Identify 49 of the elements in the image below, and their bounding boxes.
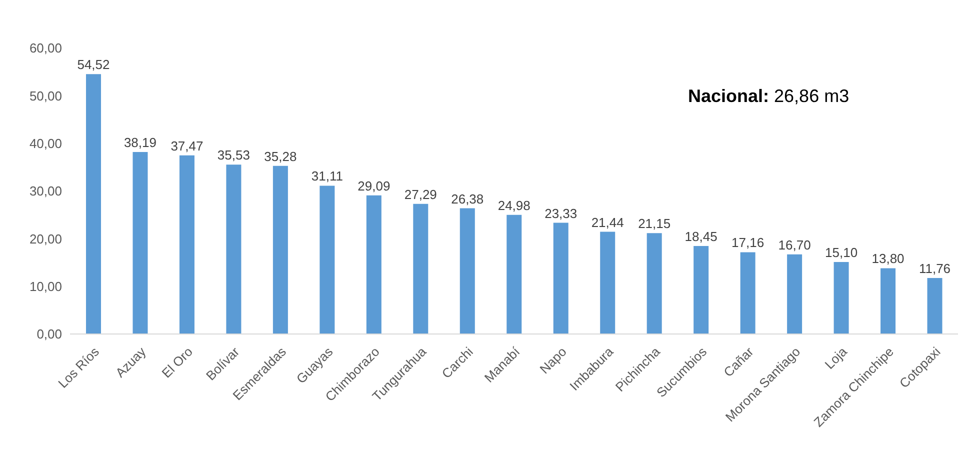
y-tick-label: 20,00: [29, 231, 62, 246]
data-label: 31,11: [311, 168, 343, 184]
data-label: 18,45: [684, 229, 718, 244]
bar: [506, 214, 522, 334]
bar: [179, 155, 194, 334]
bar: [787, 254, 802, 334]
bar: [553, 222, 568, 334]
x-tick-label: El Oro: [158, 344, 196, 381]
data-label: 27,29: [404, 186, 437, 202]
y-tick-label: 50,00: [29, 88, 62, 104]
bar: [460, 208, 475, 334]
data-label: 29,09: [358, 178, 390, 194]
bar: [600, 232, 616, 334]
y-tick-label: 30,00: [29, 184, 62, 199]
bar: [366, 195, 382, 334]
data-label: 16,70: [778, 237, 811, 252]
bar: [740, 252, 756, 334]
annotation: Nacional: 26,86 m3: [688, 86, 850, 106]
bar: [834, 262, 849, 334]
x-tick-label: Loja: [822, 343, 850, 372]
x-tick-label: Los Ríos: [55, 344, 102, 391]
data-label: 35,28: [264, 148, 297, 164]
data-label: 11,76: [918, 260, 951, 276]
bar: [646, 233, 662, 334]
data-label: 17,16: [732, 235, 764, 250]
y-tick-label: 10,00: [29, 278, 62, 294]
bar: [927, 278, 942, 334]
y-tick-label: 0,00: [36, 326, 62, 342]
bar: [413, 204, 428, 334]
data-label: 21,15: [638, 216, 671, 232]
bar: [272, 166, 288, 334]
data-label: 26,38: [451, 191, 484, 206]
data-label: 54,52: [77, 57, 110, 72]
data-label: 24,98: [498, 198, 530, 213]
data-label: 38,19: [124, 134, 157, 150]
y-tick-label: 60,00: [29, 40, 62, 56]
data-label: 21,44: [591, 214, 624, 230]
y-tick-label: 40,00: [29, 136, 62, 151]
bar: [226, 164, 242, 334]
bar: [320, 186, 335, 334]
bar: [132, 152, 148, 334]
data-label: 15,10: [825, 245, 858, 260]
data-label: 23,33: [544, 206, 578, 221]
data-label: 13,80: [872, 251, 904, 266]
bar: [694, 246, 709, 334]
bar: [880, 268, 896, 334]
bar: [86, 74, 101, 334]
data-label: 35,53: [217, 148, 250, 163]
data-label: 37,47: [170, 138, 204, 154]
